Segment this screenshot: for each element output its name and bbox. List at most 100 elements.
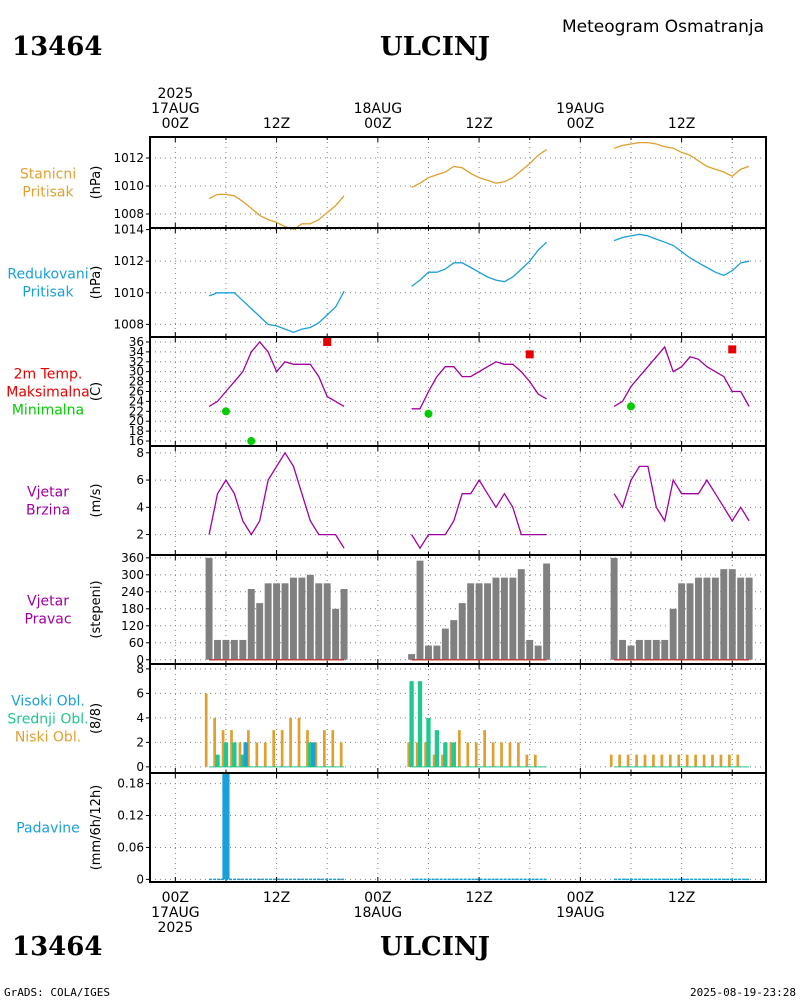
bottom-time-label: 19AUG bbox=[556, 905, 605, 921]
y-tick-label: 8 bbox=[136, 446, 144, 460]
cloud-bar bbox=[297, 717, 301, 767]
top-time-label: 18AUG bbox=[354, 101, 403, 117]
cloud-bar bbox=[443, 742, 448, 767]
wind-direction-bar bbox=[467, 583, 475, 660]
y-tick-label: 1014 bbox=[113, 223, 144, 237]
y-tick-label: 1012 bbox=[113, 254, 144, 268]
wind-direction-bar bbox=[610, 557, 618, 660]
y-tick-label: 30 bbox=[129, 365, 144, 379]
wind-direction-bar bbox=[517, 569, 525, 660]
y-axis-label: (hPa) bbox=[89, 266, 104, 300]
cloud-bar bbox=[500, 742, 503, 767]
tmin-marker bbox=[221, 407, 230, 416]
y-tick-label: 0 bbox=[136, 653, 144, 667]
wind-direction-bar bbox=[433, 645, 441, 660]
tmax-marker bbox=[323, 337, 332, 346]
cloud-bar bbox=[339, 742, 343, 767]
temperature-series-line bbox=[613, 345, 750, 407]
cloud-bar bbox=[483, 730, 487, 767]
wind-direction-bar bbox=[484, 583, 491, 660]
y-tick-label: 4 bbox=[136, 500, 144, 514]
y-tick-label: 18 bbox=[129, 424, 144, 438]
panel-label: Visoki Obl. bbox=[11, 694, 85, 710]
top-time-label: 19AUG bbox=[556, 101, 605, 117]
cloud-bar bbox=[272, 730, 276, 767]
wind-direction-bar bbox=[315, 583, 323, 660]
y-tick-label: 2 bbox=[136, 735, 144, 749]
y-tick-label: 34 bbox=[129, 345, 144, 359]
panel-label: Stanicni bbox=[20, 167, 76, 183]
y-axis-label: (C) bbox=[89, 382, 104, 401]
wind-direction-bar bbox=[230, 639, 238, 660]
wind-direction-bar bbox=[652, 639, 660, 660]
cloud-bar bbox=[434, 730, 440, 767]
wind-direction-bar bbox=[332, 608, 340, 660]
wind-direction-bar bbox=[323, 583, 331, 660]
cloud-bar bbox=[474, 742, 478, 767]
cloud-bar bbox=[280, 730, 284, 767]
wind-direction-bar bbox=[340, 588, 348, 660]
y-tick-label: 22 bbox=[129, 404, 144, 418]
wind-direction-bar bbox=[635, 639, 643, 660]
panel-label: Pritisak bbox=[22, 185, 74, 201]
cloud-bar bbox=[618, 754, 622, 767]
cloud-bar bbox=[221, 730, 225, 767]
wind-direction-bar bbox=[627, 645, 635, 660]
cloud-bar bbox=[426, 717, 431, 767]
wind-direction-bar bbox=[703, 577, 711, 660]
top-time-label: 2025 bbox=[157, 86, 193, 102]
tmin-marker bbox=[626, 402, 635, 411]
cloud-bar bbox=[609, 754, 613, 767]
cloud-bar bbox=[213, 717, 216, 767]
y-tick-label: 8 bbox=[136, 662, 144, 676]
wind-direction-bar bbox=[745, 577, 753, 660]
y-tick-label: 0.12 bbox=[117, 809, 144, 823]
wind-direction-bar bbox=[728, 569, 736, 660]
wind-direction-bar bbox=[500, 577, 508, 660]
station-pressure-series-line bbox=[613, 141, 750, 177]
station-name-top: ULCINJ bbox=[380, 32, 490, 62]
cloud-bar bbox=[660, 754, 664, 767]
y-tick-label: 60 bbox=[129, 636, 144, 650]
top-time-label: 00Z bbox=[567, 116, 594, 132]
reduced-pressure-series-line bbox=[613, 233, 750, 277]
panel-label: Vjetar bbox=[27, 594, 69, 610]
panel-label: Pravac bbox=[24, 612, 71, 628]
wind-speed-series-line bbox=[411, 478, 547, 550]
cloud-bar bbox=[255, 742, 259, 767]
cloud-bar bbox=[643, 754, 647, 767]
y-tick-label: 300 bbox=[121, 568, 144, 582]
cloud-bar bbox=[466, 742, 470, 767]
top-time-label: 12Z bbox=[668, 116, 695, 132]
cloud-bar bbox=[311, 742, 316, 767]
panel-label: Redukovani bbox=[7, 267, 88, 283]
y-tick-label: 1008 bbox=[113, 317, 144, 331]
panel-frame bbox=[149, 445, 767, 556]
cloud-bar bbox=[719, 754, 723, 767]
panel-wind-speed: 2 4 6 8 (m/s) Vjetar Brzina bbox=[26, 445, 767, 556]
bottom-time-label: 00Z bbox=[162, 890, 189, 906]
y-tick-label: 6 bbox=[136, 473, 144, 487]
cloud-bar bbox=[289, 717, 292, 767]
cloud-bar bbox=[308, 742, 313, 767]
top-time-label: 12Z bbox=[465, 116, 492, 132]
cloud-bar bbox=[458, 730, 461, 767]
wind-direction-bar bbox=[661, 639, 669, 660]
cloud-bar bbox=[652, 754, 655, 767]
cloud-bar bbox=[407, 742, 411, 767]
y-axis-label: (mm/6h/12h) bbox=[89, 785, 104, 871]
y-axis-label: (8/8) bbox=[89, 703, 104, 734]
wind-direction-bar bbox=[492, 577, 500, 660]
panel-frame bbox=[149, 772, 767, 883]
cloud-bar bbox=[451, 742, 456, 767]
wind-direction-bar bbox=[669, 608, 677, 660]
y-tick-label: 32 bbox=[129, 355, 144, 369]
y-tick-label: 36 bbox=[129, 335, 144, 349]
wind-direction-bar bbox=[450, 620, 458, 660]
tmax-marker bbox=[525, 350, 534, 359]
cloud-bar bbox=[728, 754, 731, 767]
y-axis-label: (m/s) bbox=[89, 484, 104, 518]
panel-label: Srednji Obl. bbox=[7, 712, 88, 728]
panel-frame bbox=[149, 227, 767, 338]
